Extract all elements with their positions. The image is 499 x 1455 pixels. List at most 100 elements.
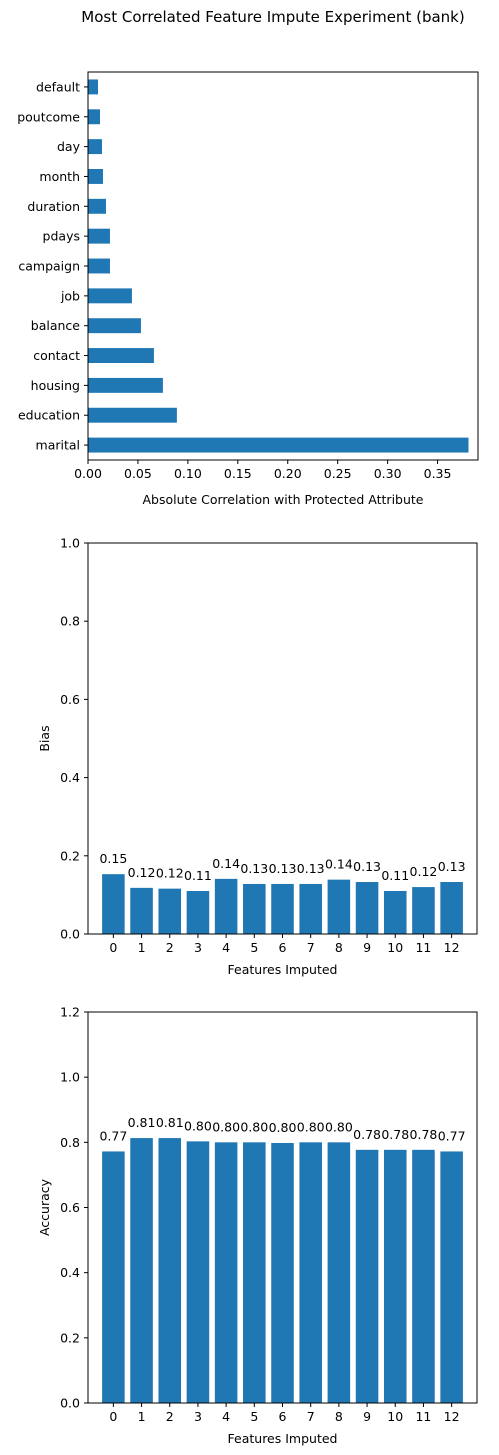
bar (88, 228, 110, 244)
bar (88, 139, 102, 155)
data-label: 0.15 (99, 851, 127, 866)
x-axis-label: Features Imputed (228, 962, 338, 977)
y-tick-label: default (36, 79, 80, 94)
bar (158, 888, 182, 934)
y-tick-label: poutcome (17, 109, 80, 124)
y-tick-label: 1.0 (60, 1070, 80, 1085)
x-tick-label: 10 (387, 1409, 403, 1424)
x-tick-label: 7 (307, 940, 315, 955)
bar (355, 881, 379, 934)
data-label: 0.80 (184, 1118, 212, 1133)
bar (214, 1142, 238, 1403)
accuracy-bar-chart: 0.7700.8110.8120.8030.8040.8050.8060.807… (37, 1005, 478, 1446)
bar (271, 883, 294, 934)
y-tick-label: 0.6 (60, 692, 80, 707)
data-label: 0.80 (240, 1119, 268, 1134)
data-label: 0.80 (269, 1120, 297, 1135)
data-label: 0.13 (353, 859, 381, 874)
data-label: 0.12 (410, 864, 438, 879)
y-tick-label: 0.2 (60, 1330, 80, 1345)
x-tick-label: 8 (335, 1409, 343, 1424)
x-tick-label: 0.05 (124, 466, 152, 481)
bar (130, 887, 153, 934)
x-tick-label: 5 (250, 1409, 258, 1424)
correlation-bar-chart: marital education housing contact balance job… (17, 71, 479, 507)
y-tick-label: 0.4 (60, 770, 80, 785)
bar (88, 288, 132, 304)
x-axis-label: Features Imputed (228, 1431, 338, 1446)
y-tick-label: 0.8 (60, 614, 80, 629)
data-label: 0.14 (212, 856, 240, 871)
bar (243, 883, 266, 934)
y-tick-label: month (39, 169, 80, 184)
x-tick-label: 4 (222, 940, 230, 955)
data-label: 0.78 (410, 1127, 438, 1142)
data-label: 0.14 (325, 857, 353, 872)
data-label: 0.77 (99, 1128, 127, 1143)
y-tick-label: 0.0 (60, 927, 80, 942)
bar (88, 198, 106, 214)
y-axis-label: Accuracy (37, 1178, 52, 1236)
bar (383, 890, 407, 934)
bar (440, 881, 463, 934)
bar (102, 874, 125, 934)
bar (88, 348, 154, 363)
bar (88, 377, 163, 393)
bar (412, 1149, 435, 1403)
bar (102, 1151, 125, 1403)
x-tick-label: 4 (222, 1409, 230, 1424)
x-tick-label: 0 (109, 1409, 117, 1424)
x-tick-label: 6 (279, 1409, 287, 1424)
bar (88, 169, 103, 184)
x-tick-label: 10 (387, 940, 403, 955)
data-label: 0.80 (297, 1119, 325, 1134)
x-tick-label: 0.35 (424, 466, 452, 481)
x-tick-label: 12 (444, 1409, 460, 1424)
x-tick-label: 9 (363, 940, 371, 955)
bar (186, 1141, 210, 1403)
data-label: 0.12 (128, 865, 156, 880)
bar (186, 890, 210, 934)
y-tick-label: pdays (43, 229, 80, 244)
bar (243, 1142, 266, 1403)
y-tick-label: education (18, 408, 80, 423)
x-tick-label: 0.25 (324, 466, 352, 481)
data-label: 0.78 (353, 1127, 381, 1142)
data-label: 0.80 (325, 1119, 353, 1134)
data-label: 0.77 (438, 1128, 466, 1143)
data-label: 0.13 (297, 861, 325, 876)
x-tick-label: 11 (415, 1409, 431, 1424)
bar (327, 879, 351, 934)
x-tick-label: 0.30 (374, 466, 402, 481)
y-tick-label: campaign (18, 259, 80, 274)
x-tick-label: 12 (444, 940, 460, 955)
y-tick-label: 1.0 (60, 536, 80, 551)
bar (440, 1151, 463, 1403)
y-tick-label: 0.4 (60, 1265, 80, 1280)
y-tick-label: balance (31, 318, 81, 333)
x-tick-label: 5 (250, 940, 258, 955)
y-tick-label: 0.6 (60, 1200, 80, 1215)
x-tick-label: 0.15 (224, 466, 252, 481)
data-label: 0.81 (128, 1115, 156, 1130)
bar (299, 1142, 322, 1403)
x-tick-label: 6 (279, 940, 287, 955)
x-axis-label: Absolute Correlation with Protected Attr… (143, 492, 424, 507)
y-tick-label: housing (31, 378, 80, 393)
data-label: 0.13 (269, 861, 297, 876)
x-tick-label: 9 (363, 1409, 371, 1424)
x-tick-label: 2 (166, 940, 174, 955)
x-tick-label: 1 (138, 940, 146, 955)
y-tick-label: 1.2 (60, 1005, 80, 1020)
y-tick-label: contact (33, 348, 80, 363)
x-tick-label: 0.00 (74, 466, 102, 481)
bar (271, 1142, 294, 1403)
bar (130, 1138, 153, 1403)
bar (412, 887, 435, 934)
x-tick-label: 7 (307, 1409, 315, 1424)
x-tick-label: 0.20 (274, 466, 302, 481)
x-tick-label: 3 (194, 1409, 202, 1424)
bias-bar-chart: 0.15 0 0.12 1 0.12 2 0.11 3 0.14 4 0.13 5 0.13 6 0.13 7… (37, 536, 478, 977)
data-label: 0.12 (156, 866, 184, 881)
